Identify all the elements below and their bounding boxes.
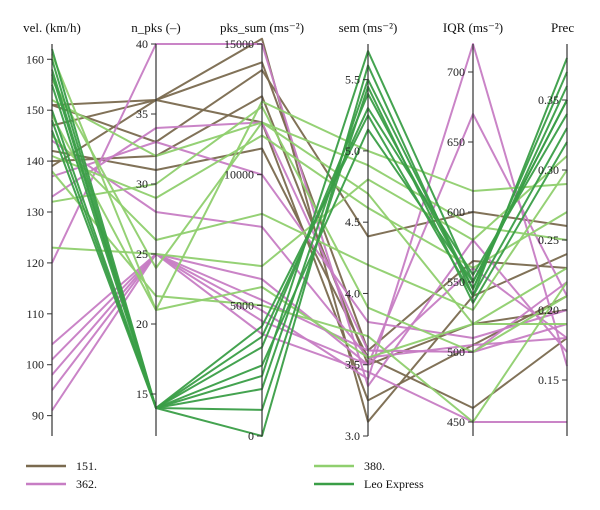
legend: 151. 362. 380. Leo Express	[26, 459, 424, 491]
series-line-leo-express-4	[51, 57, 568, 409]
legend-entry-0: 151.	[26, 459, 97, 473]
tick-label-npks: 15	[136, 387, 148, 401]
axes: vel. (km/h)90100110120130140150160n_pks …	[23, 20, 574, 443]
legend-label: 151.	[76, 459, 97, 473]
tick-label-pks: 15000	[224, 37, 254, 51]
tick-label-iqr: 500	[447, 345, 465, 359]
series-line-151--4	[51, 95, 568, 366]
series-line-leo-express-2	[51, 69, 568, 409]
series-line-380--8	[51, 134, 568, 311]
tick-label-sem: 4.5	[345, 215, 360, 229]
tick-label-pks: 10000	[224, 168, 254, 182]
tick-label-prec: 0.15	[538, 373, 559, 387]
series-line-362--8	[51, 139, 568, 359]
tick-label-prec: 0.20	[538, 303, 559, 317]
series-line-151--2	[51, 99, 568, 402]
tick-label-iqr: 650	[447, 135, 465, 149]
legend-label: 380.	[364, 459, 385, 473]
series-line-151--1	[51, 61, 568, 352]
legend-label: Leo Express	[364, 477, 424, 491]
series-line-362--3	[51, 253, 568, 361]
tick-label-vel: 140	[26, 154, 44, 168]
series-line-leo-express-7	[51, 99, 568, 409]
tick-label-vel: 160	[26, 52, 44, 66]
tick-label-iqr: 450	[447, 415, 465, 429]
tick-label-sem: 3.5	[345, 358, 360, 372]
legend-entry-2: 380.	[314, 459, 385, 473]
tick-label-vel: 90	[32, 409, 44, 423]
tick-label-npks: 40	[136, 37, 148, 51]
series-line-151--3	[51, 69, 568, 238]
tick-label-vel: 110	[26, 307, 44, 321]
tick-label-prec: 0.25	[538, 233, 559, 247]
tick-label-pks: 0	[248, 429, 254, 443]
series-line-380--7	[51, 170, 568, 423]
tick-label-pks: 5000	[230, 298, 254, 312]
tick-label-iqr: 700	[447, 65, 465, 79]
tick-label-vel: 120	[26, 256, 44, 270]
tick-label-vel: 150	[26, 103, 44, 117]
series-line-380--6	[51, 114, 567, 359]
axis-npks: n_pks (–) 15 20 25 30 35 40	[131, 20, 181, 436]
axis-prec: Prec 0.15 0.20 0.25 0.30 0.35	[538, 20, 574, 436]
series-line-380--1	[51, 53, 568, 311]
axis-pks: pks_sum (ms⁻²) 0 5000 10000 15000	[220, 20, 304, 443]
tick-label-iqr: 600	[447, 205, 465, 219]
tick-label-sem: 3.0	[345, 429, 360, 443]
tick-label-npks: 20	[136, 317, 148, 331]
axis-title-vel: vel. (km/h)	[23, 20, 81, 35]
tick-label-sem: 5.0	[345, 144, 360, 158]
tick-label-npks: 30	[136, 177, 148, 191]
tick-label-prec: 0.35	[538, 93, 559, 107]
axis-title-prec: Prec	[551, 20, 574, 35]
axis-vel: vel. (km/h) 90 100 110 120 130 140 150 160	[23, 20, 81, 436]
series-line-380--4	[51, 99, 568, 325]
axis-title-pks: pks_sum (ms⁻²)	[220, 20, 304, 35]
series-line-362--6	[51, 141, 568, 339]
series-lines	[51, 37, 568, 437]
tick-label-vel: 100	[26, 358, 44, 372]
tick-label-sem: 5.5	[345, 73, 360, 87]
tick-label-prec: 0.30	[538, 163, 559, 177]
tick-label-npks: 35	[136, 107, 148, 121]
axis-title-iqr: IQR (ms⁻²)	[443, 20, 503, 35]
axis-title-sem: sem (ms⁻²)	[339, 20, 398, 35]
axis-sem: sem (ms⁻²) 3.0 3.5 4.0 4.5 5.0 5.5	[339, 20, 398, 443]
legend-label: 362.	[76, 477, 97, 491]
tick-label-vel: 130	[26, 205, 44, 219]
legend-entry-3: Leo Express	[314, 477, 424, 491]
series-line-362--0	[51, 253, 567, 423]
tick-label-sem: 4.0	[345, 286, 360, 300]
axis-iqr: IQR (ms⁻²) 450 500 550 600 650 700	[443, 20, 503, 436]
axis-title-npks: n_pks (–)	[131, 20, 180, 35]
tick-label-iqr: 550	[447, 275, 465, 289]
series-line-380--3	[51, 105, 568, 353]
tick-label-npks: 25	[136, 247, 148, 261]
series-line-380--2	[51, 79, 568, 269]
legend-entry-1: 362.	[26, 477, 97, 491]
